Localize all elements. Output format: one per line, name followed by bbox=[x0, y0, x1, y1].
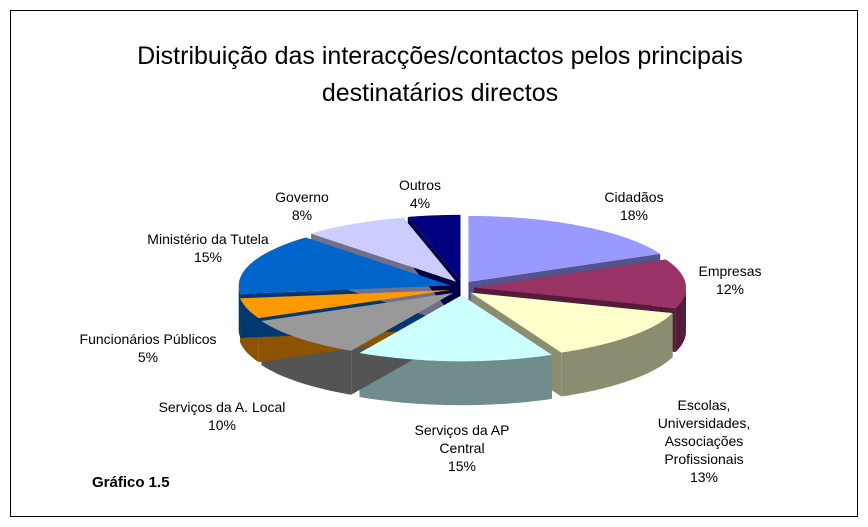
value-label: 10% bbox=[207, 417, 237, 433]
slice-side bbox=[561, 313, 673, 397]
value-label: 13% bbox=[689, 469, 719, 485]
slice-label: Empresas 12% bbox=[675, 262, 785, 298]
category-label: Serviços da AP Central bbox=[414, 422, 510, 456]
category-label: Ministério da Tutela bbox=[147, 231, 269, 247]
category-label: Governo bbox=[275, 189, 329, 205]
value-label: 4% bbox=[409, 195, 431, 211]
pie-slice bbox=[311, 217, 457, 282]
pie-slice bbox=[238, 237, 451, 294]
pie-slice bbox=[468, 215, 661, 282]
category-label: Empresas bbox=[698, 263, 762, 279]
value-label: 12% bbox=[715, 281, 745, 297]
slice-label: Governo 8% bbox=[257, 188, 347, 224]
category-label: Funcionários Públicos bbox=[79, 331, 217, 347]
slice-label: Ministério da Tutela 15% bbox=[118, 230, 298, 266]
pie-slice bbox=[240, 290, 451, 319]
slice-tops bbox=[238, 214, 686, 362]
category-label: Serviços da A. Local bbox=[158, 399, 286, 415]
pie-slice bbox=[261, 292, 454, 351]
value-label: 8% bbox=[291, 207, 313, 223]
chart-note: Gráfico 1.5 bbox=[92, 474, 170, 491]
slice-side bbox=[238, 285, 241, 338]
value-label: 15% bbox=[193, 249, 223, 265]
category-label: Outros bbox=[398, 177, 441, 193]
pie-slice bbox=[407, 214, 461, 281]
slice-side bbox=[359, 353, 552, 406]
chart-title: Distribuição das interacções/contactos p… bbox=[137, 42, 743, 107]
slice-label: Serviços da AP Central 15% bbox=[397, 421, 527, 475]
value-label: 5% bbox=[137, 349, 159, 365]
category-label: Escolas, Universidades, Associações Prof… bbox=[657, 397, 751, 467]
pie-slice bbox=[471, 292, 673, 353]
pie-slice bbox=[473, 259, 686, 308]
pie-slice bbox=[359, 295, 552, 362]
slice-side bbox=[675, 287, 686, 352]
slice-label: Cidadãos 18% bbox=[574, 188, 694, 224]
slice-label: Funcionários Públicos 5% bbox=[48, 330, 248, 366]
value-label: 18% bbox=[619, 207, 649, 223]
slice-label: Outros 4% bbox=[380, 176, 460, 212]
value-label: 15% bbox=[447, 458, 477, 474]
slice-label: Escolas, Universidades, Associações Prof… bbox=[644, 396, 764, 486]
slice-label: Serviços da A. Local 10% bbox=[142, 398, 302, 434]
category-label: Cidadãos bbox=[604, 189, 664, 205]
